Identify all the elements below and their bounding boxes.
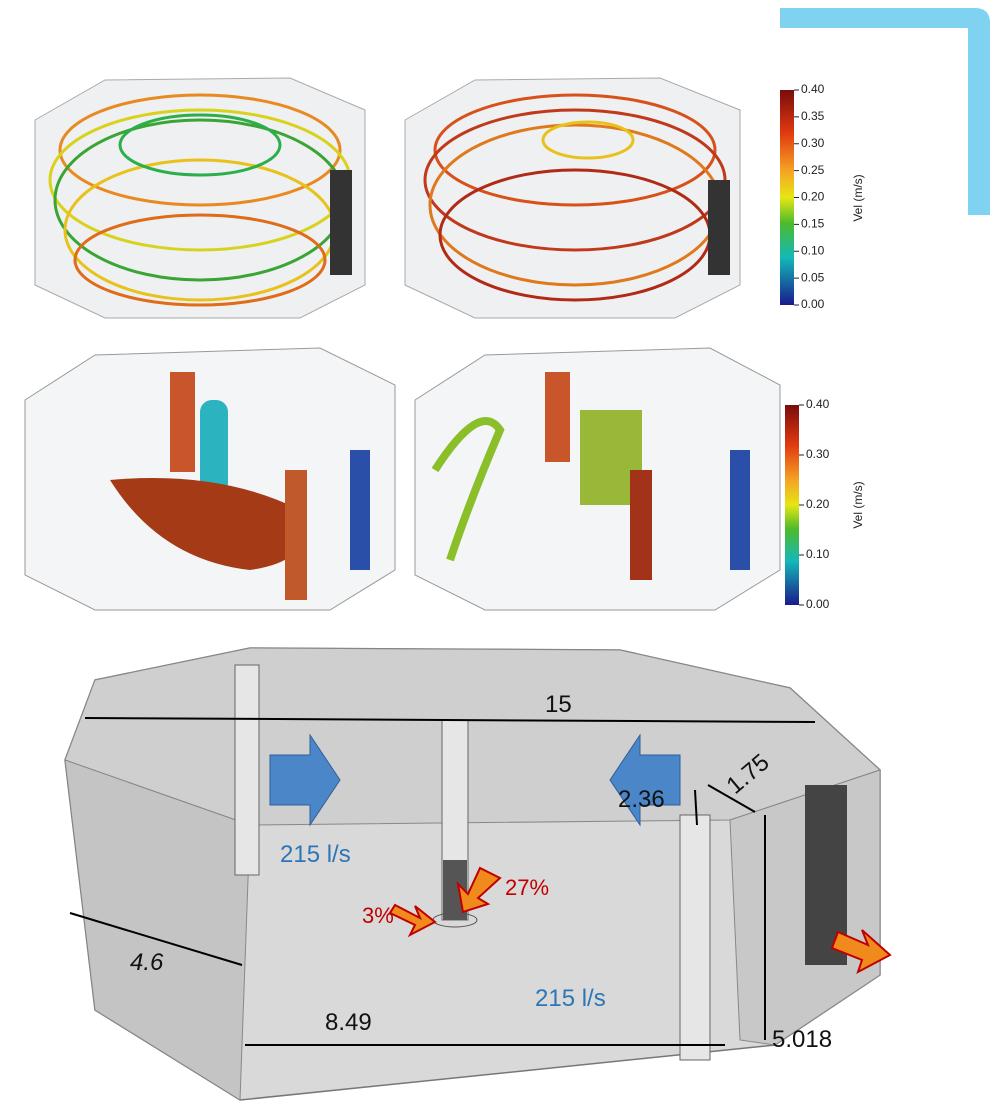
share-label: 3% (362, 903, 394, 928)
tick-label: 0.25 (801, 163, 825, 177)
tick-label: 0.40 (801, 82, 825, 96)
colorbar-title: Vel (m/s) (851, 174, 865, 221)
flow-label: 215 l/s (535, 985, 606, 1012)
tick-label: 0.15 (801, 217, 825, 231)
dimension-label: 2.36 (618, 786, 665, 813)
isosurface-right (415, 348, 780, 610)
streamline-left (35, 78, 365, 318)
colorbar-title: Vel (m/s) (851, 481, 865, 528)
dimension-label: 8.49 (325, 1009, 372, 1036)
flow-label: 215 l/s (280, 841, 351, 868)
tick-label: 0.30 (806, 447, 830, 461)
colorbar (780, 90, 794, 305)
dimension-label: 15 (545, 691, 572, 718)
figure: Vel (m/s) 0.400.350.300.250.200.150.100.… (0, 0, 998, 1102)
tick-label: 0.05 (801, 270, 825, 284)
dimension-label: 4.6 (130, 949, 164, 976)
tick-label: 0.30 (801, 136, 825, 150)
colorbar-ticks: 0.40 0.30 0.20 0.10 0.00 (799, 397, 830, 611)
colorbar-ticks: 0.40 0.35 0.30 0.25 0.20 0.15 0.10 0.05 0.00 (794, 82, 825, 311)
isosurface-left (25, 348, 395, 610)
streamline-right (405, 78, 740, 318)
tick-label: 0.10 (801, 243, 825, 257)
tick-label: 0.40 (806, 397, 830, 411)
dimension-label: 5.018 (772, 1026, 832, 1053)
tick-label: 0.35 (801, 109, 825, 123)
share-label: 27% (505, 875, 549, 900)
tick-label: 0.20 (801, 190, 825, 204)
colorbar (785, 405, 799, 605)
tick-label: 0.20 (806, 497, 830, 511)
tank-diagram (65, 648, 890, 1100)
tick-label: 0.00 (801, 297, 825, 311)
tick-label: 0.10 (806, 547, 830, 561)
tick-label: 0.00 (806, 597, 830, 611)
